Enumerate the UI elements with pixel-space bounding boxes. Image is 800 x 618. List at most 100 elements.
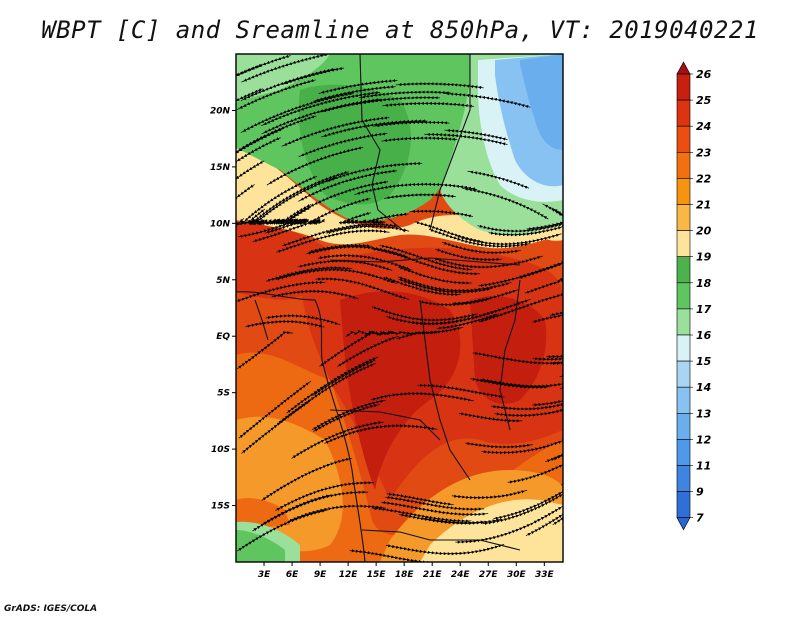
lat-label: 10N (210, 219, 231, 229)
border-gabon (254, 299, 269, 341)
streamline (382, 101, 475, 108)
colorbar-swatch (676, 439, 691, 466)
colorbar-label: 23 (696, 146, 712, 159)
colorbar-label: 25 (696, 94, 712, 107)
colorbar-swatch (676, 125, 691, 153)
streamline (561, 421, 563, 486)
streamline (424, 132, 508, 146)
lon-label: 30E (507, 570, 527, 580)
colorbar-swatch (676, 465, 691, 492)
colorbar-label: 19 (696, 251, 712, 264)
streamline (422, 516, 487, 525)
colorbar-label: 20 (696, 225, 712, 238)
border-car (329, 257, 521, 266)
lat-label: EQ (216, 332, 230, 342)
lon-label: 33E (535, 570, 555, 580)
lat-label: 10S (211, 445, 230, 455)
border-south (361, 529, 521, 551)
border-sudan (429, 54, 471, 231)
lon-label: 3E (258, 570, 271, 580)
colorbar-label: 22 (696, 172, 712, 185)
country-borders (236, 54, 521, 562)
lon-label: 24E (451, 570, 471, 580)
map-frame (235, 53, 564, 563)
streamline (409, 209, 474, 218)
streamline (443, 92, 531, 109)
streamline (236, 509, 328, 552)
border-north (359, 54, 406, 233)
colorbar-label: 18 (696, 277, 712, 290)
colorbar-label: 15 (696, 355, 712, 368)
streamline (518, 256, 563, 279)
colorbar-label: 9 (696, 486, 704, 499)
colorbar-swatch (676, 152, 691, 179)
streamline (386, 308, 504, 326)
streamline (465, 441, 533, 449)
lat-label: 20N (210, 106, 231, 116)
streamline (546, 343, 563, 359)
streamline (241, 54, 329, 83)
colorbar-label: 13 (696, 407, 712, 420)
coastline-west (236, 291, 366, 562)
colorbar-label: 12 (696, 433, 712, 446)
colorbar-swatch (676, 412, 691, 440)
lon-label: 6E (286, 570, 299, 580)
streamline (428, 228, 531, 248)
latitude-axis: 20N 15N 10N 5N EQ 5S 10S 15S (210, 106, 236, 512)
streamline (383, 193, 456, 200)
colorbar-swatch (676, 230, 691, 258)
colorbar-swatch (676, 386, 691, 414)
colorbar-swatch (676, 204, 691, 231)
lon-label: 12E (339, 570, 359, 580)
colorbar-swatch (676, 491, 691, 519)
colorbar-label: 11 (696, 460, 711, 473)
streamline (472, 351, 563, 365)
lat-label: 15S (211, 502, 230, 512)
streamline (507, 459, 563, 484)
colorbar-bottom-arrow (676, 517, 691, 531)
lon-label: 15E (367, 570, 387, 580)
streamline (458, 412, 523, 423)
colorbar-legend: 26 25 24 23 22 21 20 19 18 17 16 15 14 13 12 11 9 7 (676, 61, 712, 531)
streamline (386, 492, 454, 506)
colorbar-label: 14 (696, 381, 711, 394)
colorbar-label: 17 (696, 303, 712, 316)
colorbar-swatch (676, 73, 691, 101)
streamline (298, 132, 388, 158)
streamline (552, 456, 563, 526)
streamline (320, 119, 428, 138)
streamline (240, 175, 318, 226)
streamline (291, 421, 384, 459)
lon-label: 27E (479, 570, 499, 580)
grads-credit: GrADS: IGES/COLA (4, 604, 98, 614)
streamline (275, 481, 375, 512)
streamline (559, 331, 563, 378)
streamlines (236, 54, 563, 562)
colorbar-swatch (676, 282, 691, 310)
colorbar-label: 21 (696, 199, 711, 212)
streamline (467, 170, 530, 189)
streamline (236, 128, 284, 170)
border-angola (329, 409, 441, 441)
lon-label: 21E (423, 570, 443, 580)
lat-label: 5N (216, 276, 230, 286)
colorbar-label: 7 (696, 512, 704, 525)
border-drc-east (419, 299, 471, 481)
longitude-axis: 3E 6E 9E 12E 15E 18E 21E 24E 27E 30E 33E (258, 562, 555, 580)
streamline (265, 314, 341, 326)
border-lakes (499, 279, 521, 431)
streamline (398, 278, 493, 294)
colorbar-swatch (676, 360, 691, 388)
colorbar-top-arrow (676, 61, 691, 75)
streamline (558, 264, 563, 282)
colorbar-swatch (676, 99, 691, 127)
streamline (319, 330, 397, 367)
streamline (324, 161, 423, 183)
streamline (532, 366, 563, 407)
colorbar-swatch (676, 178, 691, 205)
streamline (236, 330, 293, 370)
colorbar-label: 24 (696, 120, 711, 133)
chart-title: WBPT [C] and Sreamline at 850hPa, VT: 20… (41, 16, 759, 44)
streamline (236, 280, 326, 303)
streamline (526, 203, 563, 231)
